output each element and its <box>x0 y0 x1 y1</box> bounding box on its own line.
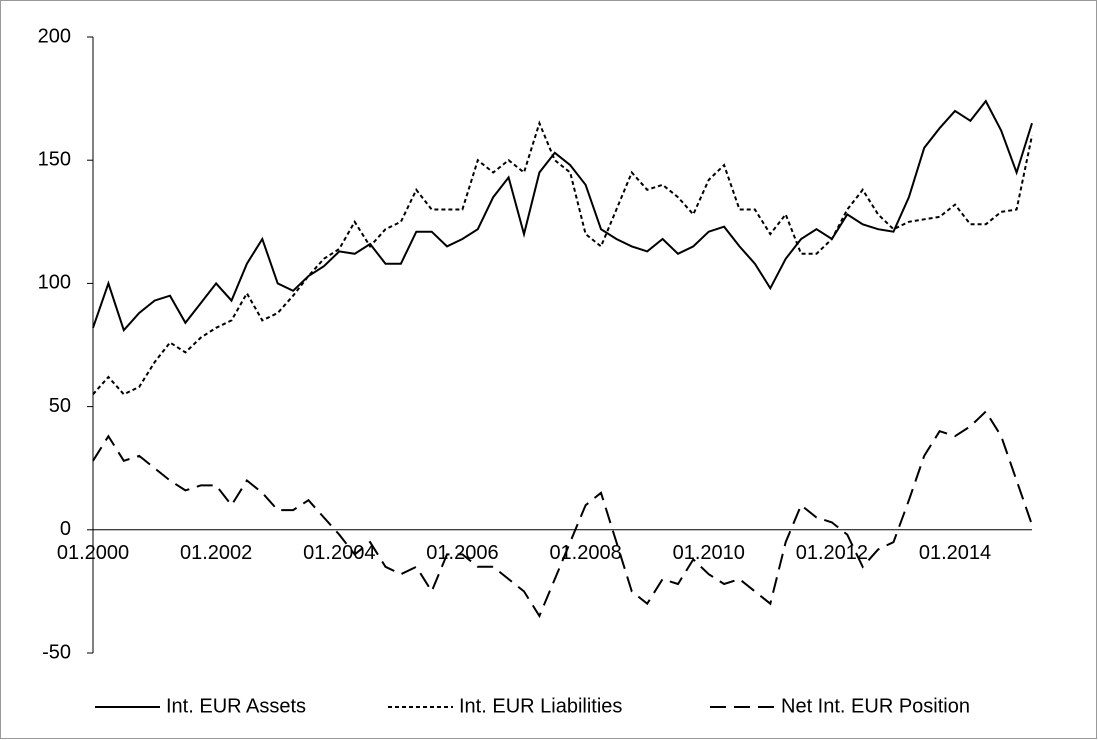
y-tick-label: 150 <box>38 148 71 170</box>
x-tick-label: 01.2012 <box>796 542 868 564</box>
x-tick-label: 01.2002 <box>180 542 252 564</box>
x-tick-label: 01.2000 <box>57 542 129 564</box>
series-line <box>92 409 1033 619</box>
legend-label: Net Int. EUR Position <box>781 695 970 717</box>
x-tick-label: 01.2014 <box>919 542 991 564</box>
y-tick-label: -50 <box>42 641 71 663</box>
legend-label: Int. EUR Liabilities <box>459 695 622 717</box>
y-tick-label: 200 <box>38 25 71 47</box>
x-tick-label: 01.2010 <box>673 542 745 564</box>
x-tick-label: 01.2004 <box>303 542 375 564</box>
series-line <box>92 120 1033 396</box>
x-tick-label: 01.2008 <box>549 542 621 564</box>
y-tick-label: 50 <box>49 395 71 417</box>
series-line <box>92 99 1033 333</box>
y-tick-label: 0 <box>60 518 71 540</box>
y-tick-label: 100 <box>38 272 71 294</box>
x-tick-label: 01.2006 <box>426 542 498 564</box>
legend-label: Int. EUR Assets <box>166 695 306 717</box>
